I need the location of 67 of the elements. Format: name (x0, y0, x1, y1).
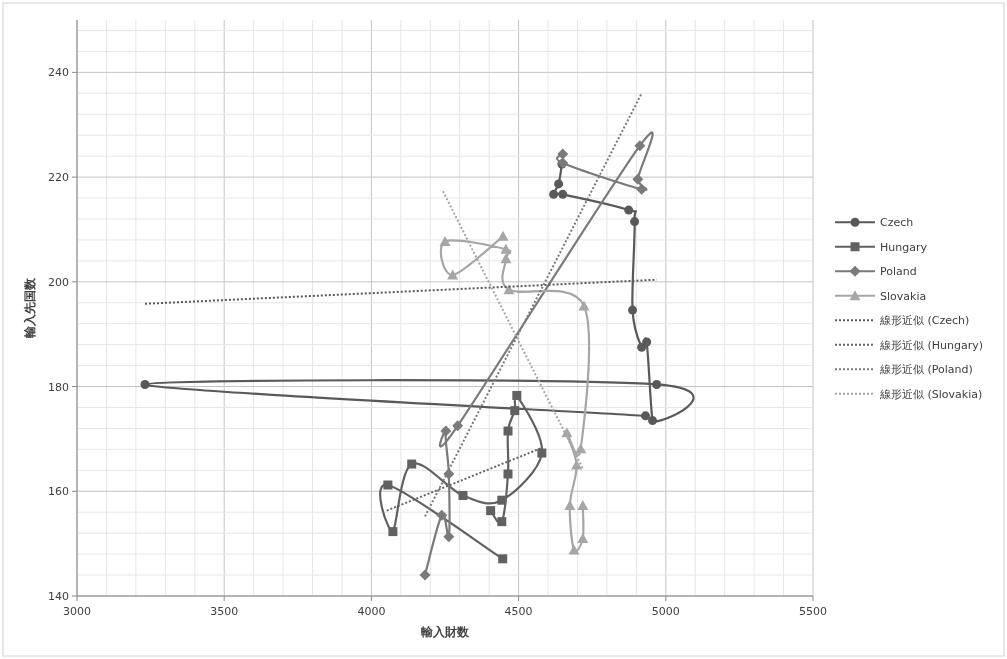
point (436, 509, 448, 521)
point (652, 379, 662, 389)
point (634, 140, 646, 152)
point (443, 531, 455, 543)
y-tick-label: 220 (48, 171, 69, 185)
point (549, 189, 559, 199)
x-tick-label: 3500 (210, 605, 239, 618)
legend-label: 線形近似 (Hungary) (879, 338, 984, 352)
point (407, 459, 417, 469)
point (486, 506, 496, 516)
point (497, 517, 507, 527)
point (637, 342, 647, 352)
point (439, 236, 451, 246)
point (503, 469, 513, 479)
point (632, 173, 644, 185)
point (642, 337, 652, 347)
legend-label: 線形近似 (Slovakia) (879, 387, 983, 401)
x-tick-label: 4000 (357, 605, 386, 618)
point (497, 230, 509, 241)
legend-label: 線形近似 (Poland) (879, 363, 973, 377)
point (512, 390, 522, 400)
x-tick-label: 5000 (651, 605, 680, 618)
legend-label: Hungary (880, 240, 928, 254)
point (452, 420, 464, 432)
point (419, 569, 431, 581)
y-tick-label: 160 (48, 485, 69, 499)
point (140, 379, 150, 389)
point (503, 284, 515, 295)
legend-label: Slovakia (880, 289, 927, 303)
y-tick-label: 140 (48, 590, 69, 603)
point (503, 426, 513, 436)
x-tick-label: 5500 (799, 605, 827, 618)
point (537, 448, 547, 458)
legend-label: Czech (880, 216, 914, 230)
point (577, 499, 589, 510)
point (628, 305, 638, 315)
point (458, 490, 468, 500)
point (640, 411, 650, 421)
y-tick-label: 200 (48, 275, 69, 289)
point (388, 527, 398, 537)
point (624, 205, 634, 215)
point (578, 300, 590, 311)
point (383, 480, 393, 490)
point (564, 499, 576, 510)
point (447, 269, 459, 280)
point (568, 544, 580, 555)
point (648, 416, 658, 426)
legend-label: 線形近似 (Czech) (879, 314, 970, 328)
point (630, 217, 640, 227)
point (497, 495, 507, 505)
x-tick-label: 4500 (504, 605, 533, 618)
point (571, 459, 583, 470)
point (440, 425, 452, 437)
point (558, 189, 568, 199)
point (554, 179, 564, 189)
y-tick-label: 240 (48, 66, 69, 80)
x-axis-title: 輸入財数 (420, 625, 470, 639)
point (510, 406, 520, 416)
y-axis-title: 輸入先国数 (23, 277, 37, 339)
point (498, 554, 508, 564)
point (500, 253, 512, 264)
point (557, 148, 569, 160)
point (500, 243, 512, 254)
point (575, 443, 587, 454)
y-tick-label: 180 (48, 380, 69, 394)
legend-label: Poland (880, 265, 917, 279)
x-tick-label: 3000 (63, 605, 91, 618)
